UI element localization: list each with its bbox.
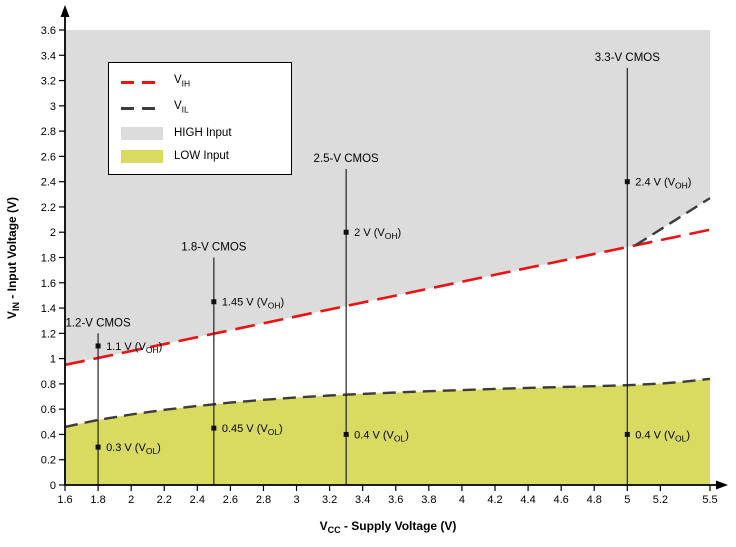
y-tick-label: 0.4 <box>41 429 56 441</box>
vol-marker <box>211 425 217 431</box>
driver-1-2-v-cmos: 1.2-V CMOS 1.1 V (VOH) 0.3 V (VOL) <box>65 317 162 485</box>
vol-marker <box>95 444 101 450</box>
y-axis-arrow-icon <box>60 5 70 17</box>
voh-marker-label: 2 V (VOH) <box>354 227 401 241</box>
vol-marker <box>624 431 630 437</box>
legend-label: HIGH Input <box>174 126 232 139</box>
x-tick-label: 2.8 <box>256 494 271 506</box>
x-tick-label: 2.2 <box>157 494 172 506</box>
y-tick-label: 1.2 <box>41 328 56 340</box>
low-region-swatch-icon <box>121 149 163 163</box>
x-axis-title-text: VCC - Supply Voltage (V) <box>319 518 457 536</box>
x-tick-label: 2 <box>128 494 134 506</box>
y-tick-label: 0.2 <box>41 455 56 467</box>
y-tick-label: 2.4 <box>41 177 56 189</box>
driver-name-label: 2.5-V CMOS <box>314 153 380 165</box>
vol-marker-label: 0.4 V (VOL) <box>635 429 690 443</box>
driver-3-3-v-cmos: 3.3-V CMOS 2.4 V (VOH) 0.4 V (VOL) <box>595 52 691 485</box>
x-axis-title: VCC - Supply Voltage (V) <box>320 519 457 535</box>
x-tick-label: 2.6 <box>223 494 238 506</box>
y-tick-label: 2.8 <box>41 126 56 138</box>
x-tick-label: 3.2 <box>322 494 337 506</box>
x-tick-label: 5.5 <box>702 494 717 506</box>
x-tick-label: 3.4 <box>355 494 370 506</box>
voh-marker-label: 1.45 V (VOH) <box>222 297 284 311</box>
voh-marker-label: 2.4 V (VOH) <box>635 177 691 191</box>
y-tick-label: 1.4 <box>41 303 56 315</box>
legend-label: VIL <box>174 100 189 115</box>
legend-item-low-input: LOW Input <box>121 149 279 163</box>
driver-2-5-v-cmos: 2.5-V CMOS 2 V (VOH) 0.4 V (VOL) <box>314 153 409 485</box>
legend-label: VIH <box>174 74 191 89</box>
x-tick-label: 3.6 <box>388 494 403 506</box>
x-tick-label: 4.6 <box>554 494 569 506</box>
vol-marker-label: 0.3 V (VOL) <box>106 442 161 456</box>
vil-line-sample-icon <box>121 106 163 110</box>
x-axis-arrow-icon <box>716 480 728 490</box>
y-tick-label: 3.6 <box>41 25 56 37</box>
driver-name-label: 1.8-V CMOS <box>181 242 247 254</box>
y-tick-label: 1.6 <box>41 278 56 290</box>
legend-item-vil: VIL <box>121 100 279 116</box>
y-tick-label: 1.8 <box>41 253 56 265</box>
vol-marker-label: 0.45 V (VOL) <box>222 423 283 437</box>
high-region-boundary-segment <box>634 197 711 247</box>
high-region-swatch-icon <box>121 126 163 140</box>
y-tick-label: 3 <box>50 101 56 113</box>
low-input-region <box>65 378 710 485</box>
y-tick-label: 2.2 <box>41 202 56 214</box>
x-tick-label: 1.8 <box>90 494 105 506</box>
voh-marker <box>95 343 101 349</box>
legend-item-vih: VIH <box>121 74 279 90</box>
line-vil <box>64 377 711 429</box>
x-tick-label: 4 <box>459 494 465 506</box>
x-tick-label: 5 <box>624 494 630 506</box>
legend-item-high-input: HIGH Input <box>121 126 279 140</box>
y-tick-label: 2.6 <box>41 151 56 163</box>
driver-name-label: 1.2-V CMOS <box>65 317 131 329</box>
vol-marker <box>343 431 349 437</box>
voh-marker <box>343 229 349 235</box>
x-tick-label: 5.2 <box>653 494 668 506</box>
x-tick-label: 3 <box>293 494 299 506</box>
y-tick-label: 0.6 <box>41 404 56 416</box>
x-tick-label: 3.8 <box>421 494 436 506</box>
y-axis-title-text: VIN - Input Voltage (V) <box>4 196 22 320</box>
vih-line-sample-icon <box>121 80 163 84</box>
vol-marker-label: 0.4 V (VOL) <box>354 429 409 443</box>
x-tick-label: 4.2 <box>487 494 502 506</box>
line-vih <box>64 228 711 367</box>
driver-name-label: 3.3-V CMOS <box>595 52 661 64</box>
legend: VIH VIL HIGH Input LOW Input <box>108 62 292 175</box>
y-tick-label: 1 <box>50 354 56 366</box>
driver-1-8-v-cmos: 1.8-V CMOS 1.45 V (VOH) 0.45 V (VOL) <box>181 242 284 485</box>
x-tick-label: 4.8 <box>587 494 602 506</box>
y-tick-label: 2 <box>50 227 56 239</box>
y-tick-label: 0.8 <box>41 379 56 391</box>
x-tick-label: 2.4 <box>190 494 205 506</box>
y-axis-title: VIN - Input Voltage (V) <box>5 197 21 319</box>
voh-marker <box>624 179 630 185</box>
voh-marker <box>211 299 217 305</box>
voh-marker-label: 1.1 V (VOH) <box>106 341 162 355</box>
x-tick-label: 1.6 <box>57 494 72 506</box>
y-tick-label: 3.4 <box>41 50 56 62</box>
y-tick-label: 0 <box>50 480 56 492</box>
x-tick-label: 4.4 <box>520 494 535 506</box>
legend-label: LOW Input <box>174 149 229 162</box>
y-tick-label: 3.2 <box>41 76 56 88</box>
